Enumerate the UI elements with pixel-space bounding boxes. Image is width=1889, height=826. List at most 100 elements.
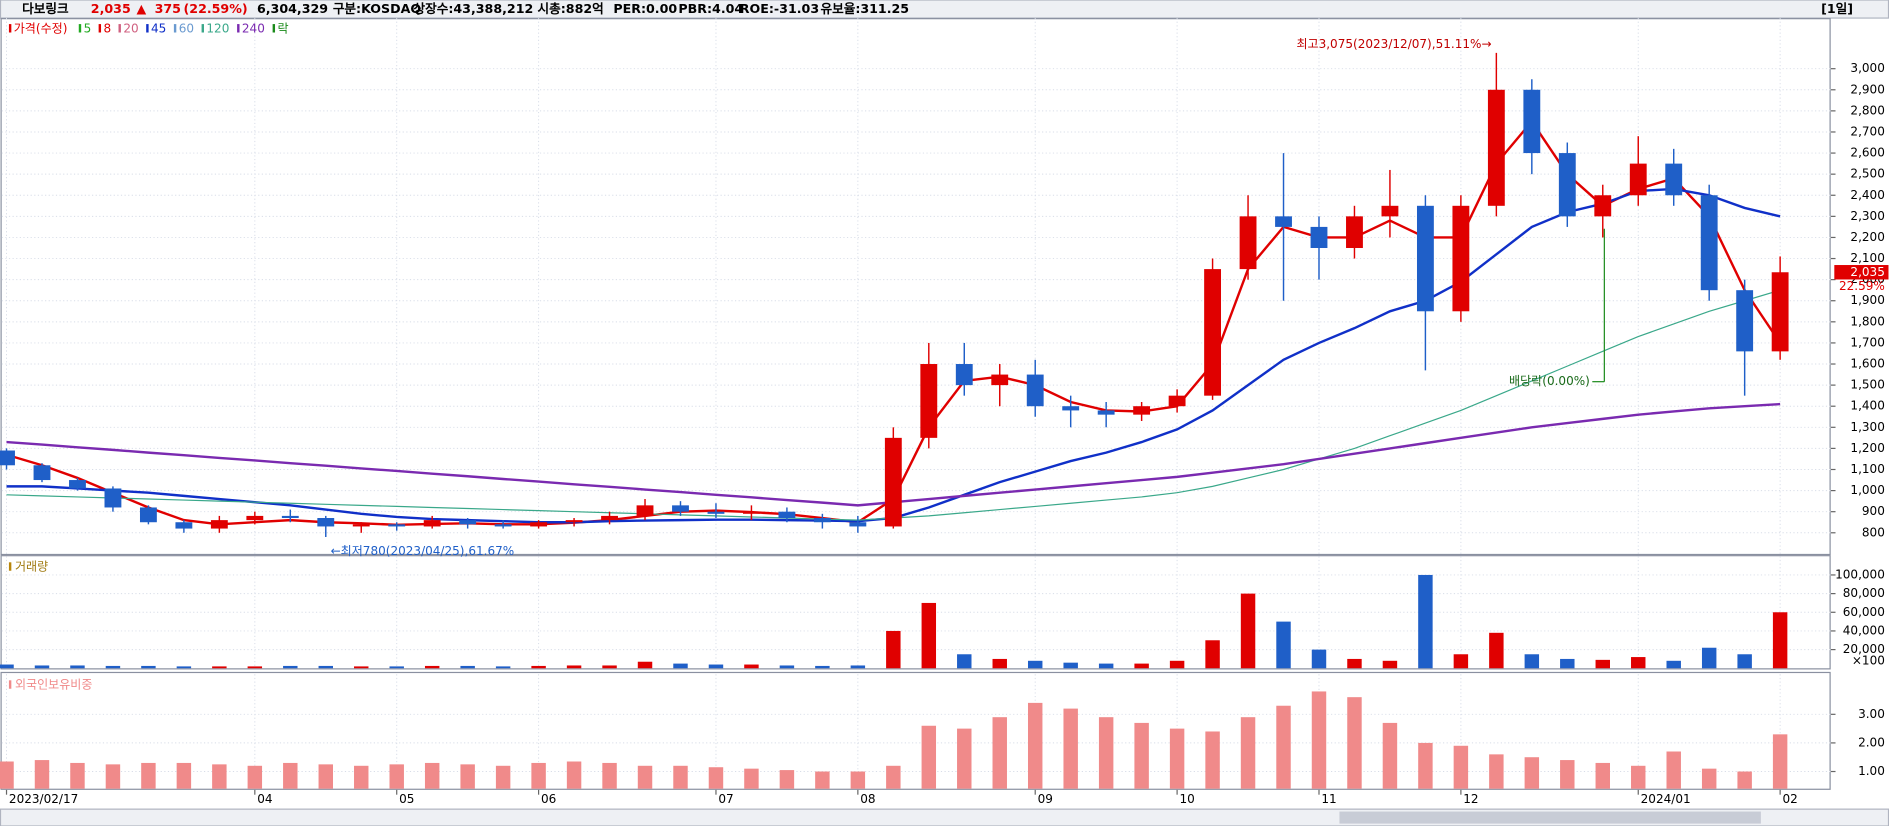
y-tick-label: 2,400 [1850, 188, 1884, 202]
stock-name: 다보링크 [22, 1, 69, 16]
bar [283, 762, 298, 789]
x-tick-label: 11 [1321, 792, 1336, 806]
legend-swatch [173, 24, 177, 33]
bar [1063, 708, 1078, 789]
candle-body [1771, 272, 1789, 352]
candle-body [849, 522, 867, 527]
legend-swatch [201, 24, 204, 33]
y-tick-label: 2,600 [1850, 146, 1884, 160]
legend-swatch [146, 24, 149, 33]
bar [531, 762, 546, 789]
bar [602, 665, 617, 669]
candle-body [1416, 205, 1434, 312]
bar [460, 665, 475, 669]
legend-swatch [118, 24, 121, 33]
market: 구분:KOSDAQ [333, 1, 422, 16]
candle-body [955, 364, 973, 386]
bar [566, 761, 582, 789]
bar [744, 664, 759, 669]
y-tick-label: 40,000 [1843, 623, 1885, 637]
y-tick-label: 2,500 [1850, 167, 1884, 181]
bar [1134, 663, 1149, 669]
bar [354, 666, 369, 669]
candle-body [281, 515, 299, 519]
candle-body [459, 520, 477, 525]
y-tick-label: 1,200 [1850, 441, 1884, 455]
y-tick-label: 1,900 [1850, 293, 1884, 307]
x-tick-label: 06 [541, 792, 556, 806]
x-tick-label: 07 [718, 792, 733, 806]
bar [921, 725, 937, 789]
bar [318, 665, 333, 669]
x-tick-label: 05 [399, 792, 414, 806]
candle-body [778, 511, 796, 519]
legend-label: 20 [123, 21, 138, 35]
bar [354, 765, 369, 789]
candle-body [33, 465, 51, 481]
x-tick-label: 2024/01 [1641, 792, 1691, 806]
candle-body [1736, 290, 1754, 352]
legend-label: 락 [277, 21, 288, 35]
bar [424, 762, 440, 789]
bar [1098, 663, 1114, 669]
candle-body [1204, 269, 1222, 396]
bar [141, 665, 156, 669]
x-tick-label: 2023/02/17 [9, 792, 78, 806]
last-change-label: 22.59% [1839, 279, 1885, 293]
bar [957, 728, 972, 789]
legend-label: 240 [242, 21, 265, 35]
y-tick-label: 2,800 [1850, 103, 1884, 117]
y-tick-label: 1.00 [1858, 764, 1885, 778]
y-tick-label: 1,100 [1850, 462, 1884, 476]
bar [708, 767, 724, 789]
y-tick-label: 60,000 [1843, 605, 1885, 619]
bar [1240, 717, 1256, 789]
y-tick-label: 2,100 [1850, 251, 1884, 265]
y-tick-label: 80,000 [1843, 586, 1885, 600]
candle-body [1487, 89, 1505, 206]
bar [1737, 771, 1752, 789]
annotation-dividend: 배당락(0.00%) [1509, 374, 1590, 388]
bar [212, 764, 227, 789]
legend-swatch [272, 24, 276, 33]
candle-body [1062, 406, 1080, 411]
bar [673, 765, 688, 789]
bar [389, 666, 404, 669]
candle-body [104, 488, 122, 508]
bar [1524, 757, 1540, 789]
scroll-thumb[interactable] [1339, 811, 1761, 824]
bar [1418, 574, 1433, 669]
bar [0, 664, 14, 669]
bar [1027, 660, 1043, 669]
bar [70, 762, 85, 789]
arrow: ▲ [137, 1, 147, 16]
bar [1347, 697, 1362, 789]
x-tick-label: 04 [257, 792, 272, 806]
legend-label: 5 [84, 21, 92, 35]
candle-body [246, 515, 264, 521]
y-tick-label: 1,700 [1850, 335, 1884, 349]
candle-body [423, 520, 441, 527]
bar [424, 665, 440, 669]
y-tick-label: 1,400 [1850, 399, 1884, 413]
bar [1276, 705, 1291, 789]
bar [495, 765, 511, 789]
candle-body [1594, 195, 1612, 217]
candle-body [494, 524, 512, 527]
bar [566, 665, 582, 669]
period[interactable]: [1일] [1821, 1, 1853, 16]
bar [815, 771, 830, 789]
bar [1631, 657, 1646, 669]
bar [921, 602, 937, 669]
last-price-badge [1834, 265, 1889, 280]
y-tick-label: 1,800 [1850, 314, 1884, 328]
y-tick-label: 1,000 [1850, 483, 1884, 497]
bar [212, 666, 227, 669]
candle-body [1665, 163, 1683, 196]
bar [1666, 751, 1681, 789]
bar [779, 770, 795, 789]
legend-swatch [237, 24, 240, 33]
y-tick-label: 2,900 [1850, 82, 1884, 96]
bar [1489, 632, 1504, 669]
per: PER:0.00 [613, 1, 677, 16]
